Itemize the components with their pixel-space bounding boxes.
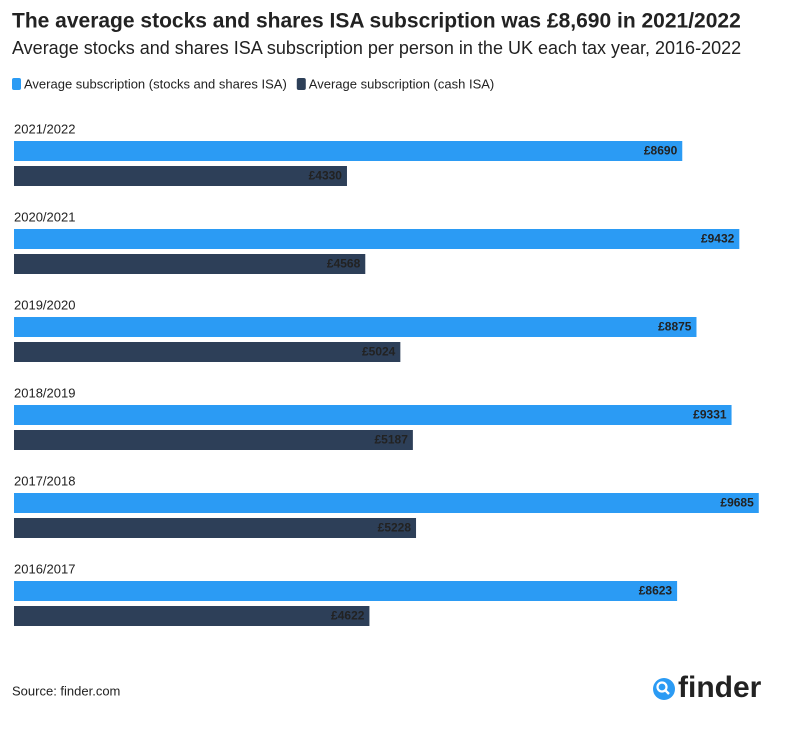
logo-text: finder bbox=[678, 671, 762, 704]
bar bbox=[14, 229, 740, 249]
bar bbox=[14, 342, 401, 362]
bar bbox=[14, 493, 759, 513]
legend-swatch bbox=[12, 78, 21, 90]
value-label: £8875 bbox=[658, 320, 692, 334]
logo-icon bbox=[653, 678, 675, 700]
bar bbox=[14, 254, 366, 274]
bar bbox=[14, 430, 413, 450]
value-label: £4622 bbox=[331, 609, 365, 623]
value-label: £5187 bbox=[375, 433, 409, 447]
value-label: £9331 bbox=[693, 408, 727, 422]
category-label: 2017/2018 bbox=[14, 473, 75, 488]
value-label: £4568 bbox=[327, 257, 361, 271]
chart-title: The average stocks and shares ISA subscr… bbox=[12, 10, 741, 33]
category-label: 2020/2021 bbox=[14, 209, 75, 224]
legend-swatch bbox=[296, 78, 306, 90]
bar bbox=[14, 141, 683, 161]
source: Source: finder.com bbox=[12, 683, 120, 698]
bar bbox=[14, 166, 347, 186]
logo-handle bbox=[664, 689, 670, 695]
legend-label: Average subscription (cash ISA) bbox=[309, 76, 494, 91]
value-label: £5024 bbox=[362, 345, 396, 359]
bar bbox=[14, 518, 417, 538]
value-label: £5228 bbox=[378, 521, 412, 535]
category-label: 2019/2020 bbox=[14, 297, 75, 312]
chart-subtitle: Average stocks and shares ISA subscripti… bbox=[12, 38, 741, 58]
value-label: £8623 bbox=[639, 584, 673, 598]
category-label: 2018/2019 bbox=[14, 385, 75, 400]
value-label: £4330 bbox=[309, 169, 343, 183]
category-label: 2021/2022 bbox=[14, 121, 75, 136]
logo-lens bbox=[656, 681, 668, 693]
legend-label: Average subscription (stocks and shares … bbox=[24, 76, 287, 91]
bar bbox=[14, 405, 732, 425]
value-label: £8690 bbox=[644, 144, 678, 158]
value-label: £9432 bbox=[701, 232, 735, 246]
bar bbox=[14, 317, 697, 337]
bar bbox=[14, 606, 370, 626]
value-label: £9685 bbox=[720, 496, 754, 510]
logo: finder bbox=[653, 671, 762, 704]
category-label: 2016/2017 bbox=[14, 561, 75, 576]
bar bbox=[14, 581, 678, 601]
